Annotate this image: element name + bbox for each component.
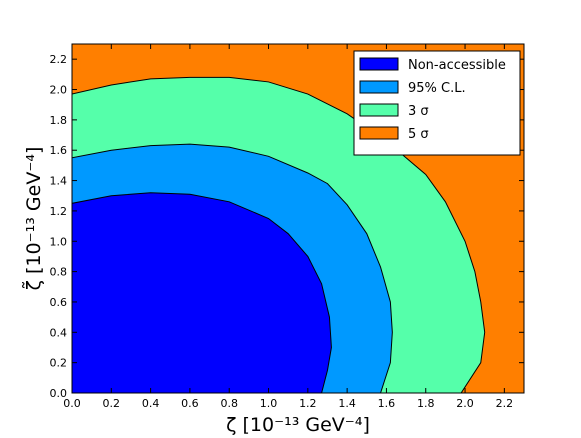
legend: Non-accessible 95% C.L. 3 σ 5 σ [353, 50, 521, 156]
x-tick-label: 0.0 [63, 397, 81, 410]
x-tick-label: 1.6 [378, 397, 396, 410]
x-tick-label: 0.2 [103, 397, 121, 410]
legend-swatch-3- [359, 103, 399, 117]
x-axis-label: ζ [10⁻¹³ GeV⁻⁴] [226, 414, 370, 436]
legend-label-5-: 5 σ [408, 127, 429, 142]
x-tick-label: 0.6 [181, 397, 199, 410]
y-tick-label: 1.8 [50, 114, 68, 127]
y-tick-label: 1.4 [50, 175, 68, 188]
y-tick-label: 0.8 [50, 266, 68, 279]
y-tick-label: 1.2 [50, 205, 68, 218]
y-axis-label: ζ̃ [10⁻¹³ GeV⁻⁴] [20, 147, 45, 291]
y-tick-label: 0.6 [50, 296, 68, 309]
x-tick-label: 1.2 [299, 397, 317, 410]
legend-label-95-c-l-: 95% C.L. [408, 81, 466, 96]
x-tick-label: 2.0 [456, 397, 474, 410]
x-axis-ticks: 0.0 0.2 0.4 0.6 0.8 1.0 1.2 1.4 1.6 1.8 2.0 2.2 [63, 44, 513, 410]
y-tick-label: 1.6 [50, 144, 68, 157]
x-tick-label: 0.8 [220, 397, 238, 410]
legend-label-3-: 3 σ [408, 104, 429, 119]
plot-frame [71, 43, 525, 394]
y-tick-label: 1.0 [50, 235, 68, 248]
x-tick-label: 1.4 [338, 397, 356, 410]
y-tick-label: 0.4 [50, 326, 68, 339]
x-tick-label: 0.4 [142, 397, 160, 410]
legend-swatch-non-accessible [359, 57, 399, 71]
legend-swatch-5- [359, 126, 399, 140]
regions-group [71, 76, 486, 394]
y-tick-label: 0.0 [50, 387, 68, 400]
x-tick-label: 1.0 [260, 397, 278, 410]
x-tick-label: 1.8 [417, 397, 435, 410]
legend-label-non-accessible: Non-accessible [408, 58, 506, 73]
y-axis-ticks: 0.0 0.2 0.4 0.6 0.8 1.0 1.2 1.4 1.6 1.8 2.0 2.2 [50, 53, 524, 400]
x-tick-label: 2.2 [496, 397, 514, 410]
y-tick-label: 2.2 [50, 53, 68, 66]
region-non-accessible [71, 192, 332, 394]
y-tick-label: 2.0 [50, 84, 68, 97]
legend-swatch-95-c-l- [359, 80, 399, 94]
y-tick-label: 0.2 [50, 357, 68, 370]
